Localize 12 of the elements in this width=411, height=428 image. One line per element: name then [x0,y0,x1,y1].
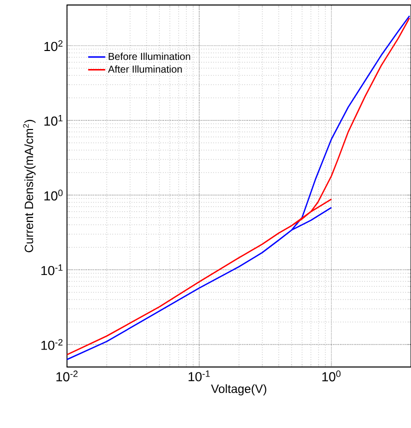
x-axis-title: Voltage(V) [211,384,266,396]
y-tick-label: 10$^{0}$ [44,190,63,200]
x-tick-label: 10$^{-1}$ [188,370,210,382]
y-tick-label: 10$^{2}$ [44,40,62,52]
y-tick-label: 10$^{1}$ [44,114,63,126]
legend-label: Before Illumination [108,52,190,60]
y-tick-label: 10$^{-1}$ [41,264,63,276]
x-tick-label: 10$^{0}$ [322,370,341,382]
y-axis-title: Current Density(mA/cm$^{2}$) [23,120,36,252]
legend-label: After Illumination [108,65,182,73]
x-tick-label: 10$^{-2}$ [56,370,78,382]
y-tick-label: 10$^{-2}$ [41,339,62,350]
